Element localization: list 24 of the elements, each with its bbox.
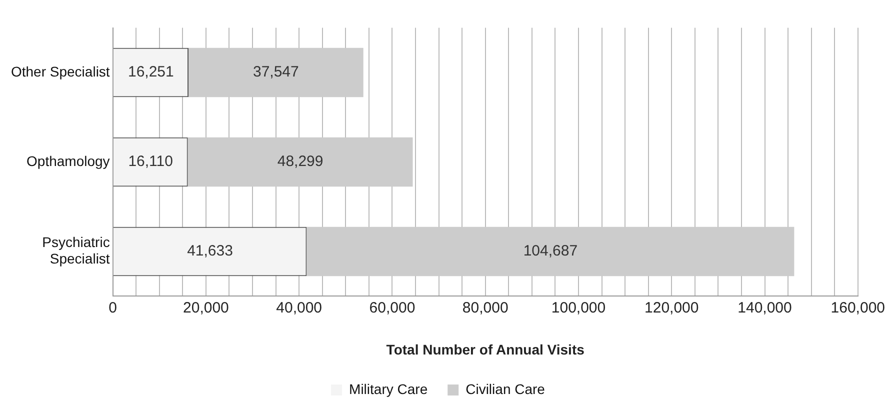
data-label: 48,299: [277, 153, 324, 170]
x-tick-label: 120,000: [644, 299, 699, 316]
x-tick-label: 20,000: [183, 299, 229, 316]
x-tick-label: 60,000: [369, 299, 416, 316]
y-tick-label: Other Specialist: [10, 63, 110, 80]
x-tick-label: 0: [108, 299, 117, 316]
y-tick-label: Psychiatric Specialist: [42, 234, 110, 267]
data-label: 37,547: [252, 64, 299, 81]
bar: [306, 226, 794, 276]
x-axis-title: Total Number of Annual Visits: [386, 341, 585, 358]
legend-label: Military Care: [349, 380, 428, 397]
x-tick-label: 40,000: [276, 299, 322, 316]
x-tick-label: 160,000: [830, 299, 886, 316]
data-label: 16,110: [128, 153, 173, 170]
y-tick-label: Opthamology: [26, 152, 110, 169]
data-label: 41,633: [187, 242, 233, 260]
x-tick-label: 100,000: [551, 299, 606, 316]
data-label: 104,687: [523, 242, 578, 260]
bar: [188, 48, 364, 98]
data-label: 16,251: [128, 64, 174, 81]
bar: [188, 137, 413, 187]
x-tick-label: 80,000: [462, 299, 508, 316]
legend-label: Civilian Care: [466, 380, 546, 397]
x-tick-label: 140,000: [738, 299, 792, 316]
